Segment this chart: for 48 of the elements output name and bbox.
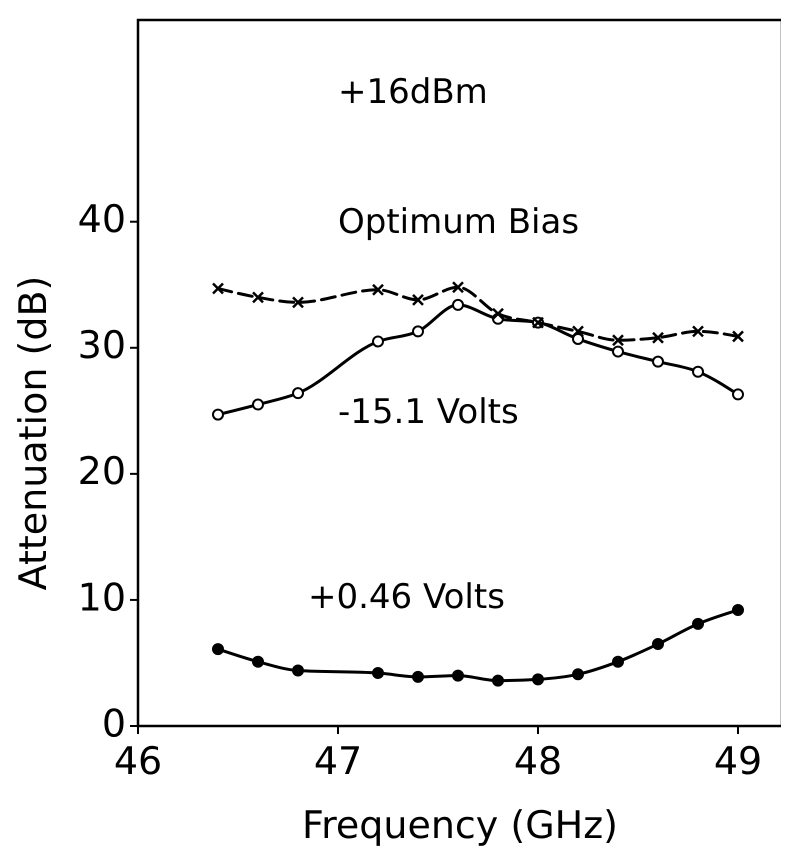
point: [612, 334, 624, 346]
y-tick-label: 20: [78, 449, 126, 494]
point: [692, 325, 704, 338]
point: [372, 667, 384, 680]
point: [452, 281, 464, 294]
point: [732, 388, 744, 400]
point: [572, 325, 584, 338]
point: [412, 294, 424, 306]
point: [692, 618, 704, 630]
point: [532, 673, 544, 686]
point: [212, 282, 224, 295]
point: [412, 670, 424, 683]
point: [212, 643, 224, 656]
x-tick-label: 48: [514, 739, 562, 783]
point: [372, 335, 384, 348]
y-axis-title: Attenuation (dB): [11, 276, 55, 590]
point: [732, 330, 744, 343]
point: [412, 325, 424, 338]
point: [652, 356, 664, 368]
series-label: Optimum Bias: [338, 202, 580, 242]
point: [252, 656, 264, 668]
point: [252, 398, 264, 411]
annotation: +16dBm: [338, 72, 488, 112]
y-tick-label: 30: [78, 323, 126, 368]
point: [292, 387, 304, 400]
point: [212, 408, 224, 421]
y-tick-label: 40: [78, 197, 126, 242]
point: [492, 307, 504, 320]
point: [372, 284, 384, 296]
point: [612, 346, 624, 358]
point: [292, 296, 304, 309]
point: [692, 366, 704, 378]
point: [452, 670, 464, 682]
series-label: +0.46 Volts: [308, 577, 505, 617]
x-axis-title: Frequency (GHz): [302, 803, 618, 847]
point: [492, 674, 504, 687]
point: [572, 668, 584, 680]
point: [652, 331, 664, 344]
point: [252, 291, 264, 304]
y-tick-label: 10: [78, 575, 126, 620]
point: [732, 604, 744, 616]
point: [652, 638, 664, 650]
point: [292, 664, 304, 677]
x-tick-label: 49: [714, 739, 762, 783]
point: [612, 656, 624, 668]
series-label: -15.1 Volts: [338, 392, 519, 432]
point: [452, 298, 464, 311]
x-tick-label: 47: [314, 739, 362, 783]
